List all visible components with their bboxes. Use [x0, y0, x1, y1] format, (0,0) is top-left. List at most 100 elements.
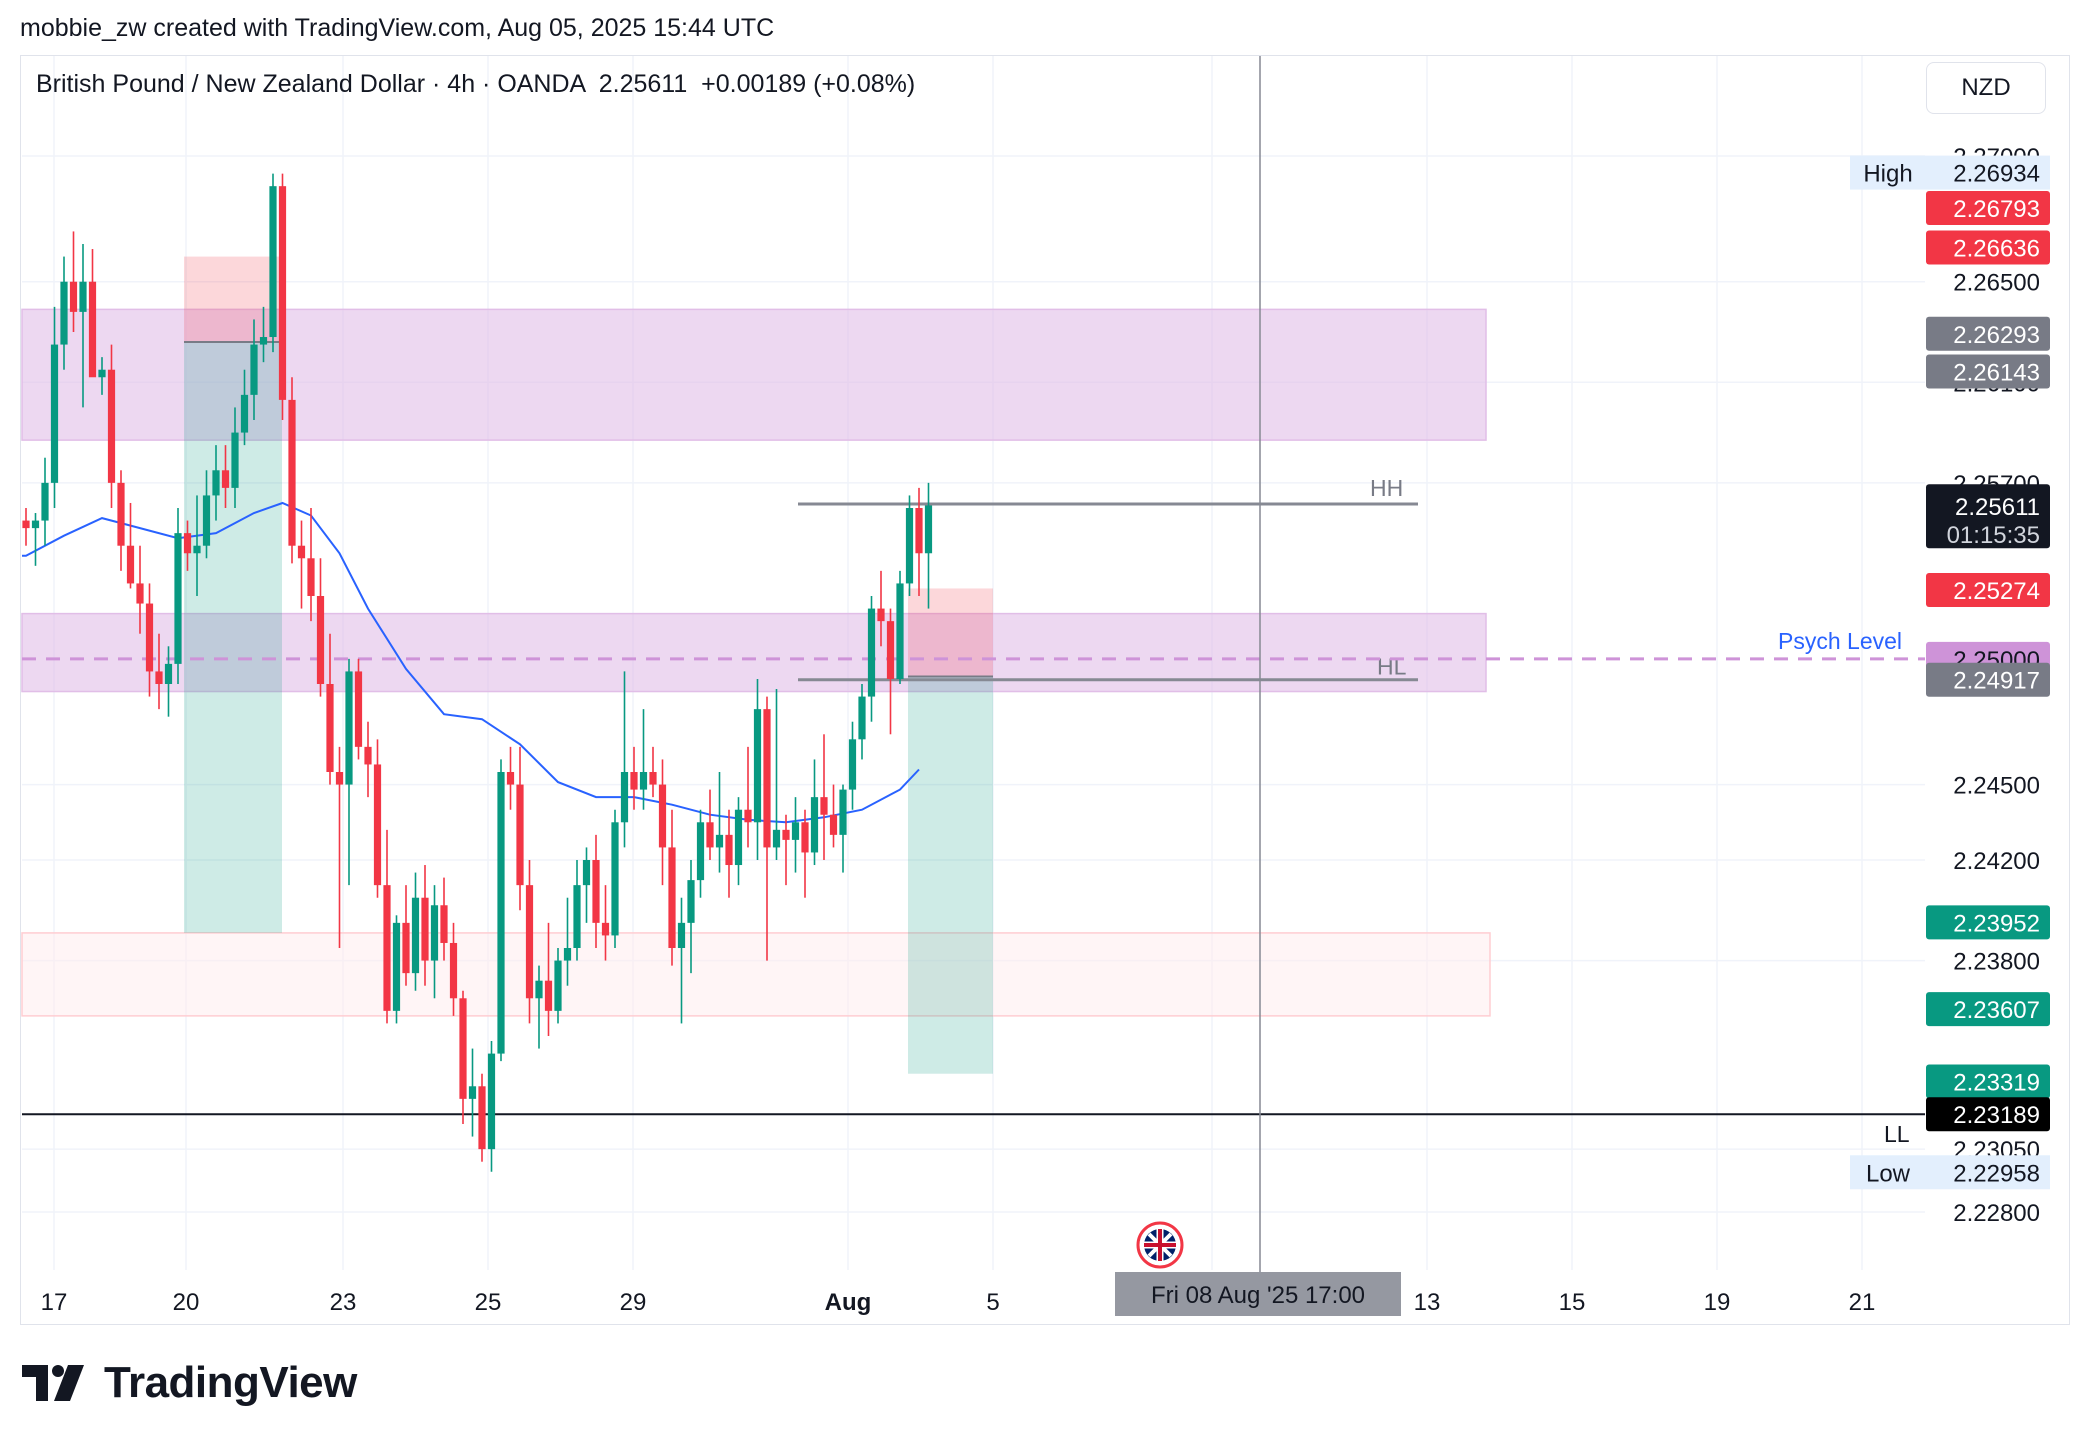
- candle-31[interactable]: [317, 558, 324, 696]
- candle-body: [241, 395, 248, 433]
- candle-34[interactable]: [345, 659, 352, 885]
- currency-button[interactable]: NZD: [1926, 62, 2046, 114]
- candle-79[interactable]: [773, 689, 780, 860]
- candle-body: [431, 905, 438, 960]
- candle-58[interactable]: [573, 860, 580, 961]
- candle-78[interactable]: [763, 697, 770, 961]
- candle-body: [782, 830, 789, 840]
- candle-39[interactable]: [393, 915, 400, 1023]
- candle-37[interactable]: [374, 739, 381, 897]
- candle-2[interactable]: [41, 458, 48, 546]
- candle-16[interactable]: [174, 508, 181, 684]
- candle-28[interactable]: [288, 377, 295, 563]
- candle-76[interactable]: [744, 747, 751, 848]
- tradingview-logo[interactable]: TradingView: [22, 1358, 357, 1408]
- candle-87[interactable]: [849, 722, 856, 810]
- candle-72[interactable]: [706, 790, 713, 860]
- candle-body: [117, 483, 124, 546]
- candle-92[interactable]: [896, 571, 903, 684]
- candle-75[interactable]: [735, 797, 742, 885]
- candle-33[interactable]: [336, 747, 343, 948]
- price-label-2.26143: 2.26143: [1926, 354, 2050, 388]
- candle-body: [22, 521, 29, 529]
- candle-65[interactable]: [640, 709, 647, 810]
- candle-body: [497, 772, 504, 1054]
- candle-body: [440, 905, 447, 943]
- candle-body: [326, 684, 333, 772]
- candle-82[interactable]: [801, 810, 808, 898]
- candle-body: [592, 860, 599, 923]
- price-label-2.24917: 2.24917: [1926, 663, 2050, 697]
- candle-46[interactable]: [459, 991, 466, 1124]
- candle-body: [896, 583, 903, 679]
- candle-88[interactable]: [858, 684, 865, 759]
- candle-26[interactable]: [269, 174, 276, 353]
- candle-74[interactable]: [725, 810, 732, 898]
- candle-50[interactable]: [497, 759, 504, 1061]
- candle-81[interactable]: [792, 797, 799, 872]
- candle-63[interactable]: [621, 671, 628, 847]
- candle-80[interactable]: [782, 815, 789, 885]
- candle-29[interactable]: [298, 521, 305, 609]
- candle-48[interactable]: [478, 1074, 485, 1162]
- candle-49[interactable]: [488, 1041, 495, 1172]
- candle-68[interactable]: [668, 810, 675, 966]
- demand-zone[interactable]: [22, 933, 1490, 1016]
- candle-38[interactable]: [383, 830, 390, 1024]
- candle-67[interactable]: [659, 759, 666, 885]
- candle-62[interactable]: [611, 810, 618, 948]
- candle-body: [469, 1086, 476, 1099]
- long-position-2-stop[interactable]: [908, 588, 993, 676]
- candle-51[interactable]: [507, 747, 514, 810]
- candle-27[interactable]: [279, 174, 286, 420]
- long-position-1-stop[interactable]: [184, 257, 282, 342]
- candle-64[interactable]: [630, 747, 637, 810]
- long-position-2-target[interactable]: [908, 676, 993, 1073]
- candle-body: [127, 546, 134, 584]
- candle-89[interactable]: [868, 596, 875, 722]
- price-label-2.26793: 2.26793: [1926, 191, 2050, 225]
- candle-1[interactable]: [32, 513, 39, 566]
- candle-body: [659, 785, 666, 848]
- candle-36[interactable]: [364, 722, 371, 797]
- candle-body: [155, 671, 162, 684]
- candle-47[interactable]: [469, 1049, 476, 1137]
- candle-10[interactable]: [117, 470, 124, 571]
- candle-body: [611, 822, 618, 935]
- candle-body: [583, 860, 590, 885]
- candle-11[interactable]: [127, 503, 134, 588]
- candle-83[interactable]: [811, 759, 818, 865]
- candle-93[interactable]: [906, 495, 913, 596]
- long-position-1-target[interactable]: [184, 342, 282, 933]
- candle-77[interactable]: [754, 679, 761, 860]
- candle-body: [849, 739, 856, 789]
- candle-40[interactable]: [402, 885, 409, 986]
- candle-35[interactable]: [355, 659, 362, 760]
- candle-0[interactable]: [22, 508, 29, 546]
- candle-body: [288, 400, 295, 546]
- candle-91[interactable]: [887, 609, 894, 735]
- candle-41[interactable]: [412, 873, 419, 991]
- candle-body: [478, 1086, 485, 1149]
- candle-body: [279, 186, 286, 400]
- candle-body: [70, 282, 77, 312]
- candle-71[interactable]: [697, 810, 704, 898]
- candle-body: [89, 282, 96, 378]
- candle-73[interactable]: [716, 772, 723, 873]
- x-tick-3: 25: [475, 1289, 502, 1316]
- candle-body: [250, 345, 257, 395]
- candle-body: [203, 495, 210, 545]
- candle-60[interactable]: [592, 835, 599, 948]
- candle-7[interactable]: [89, 249, 96, 377]
- candle-body: [231, 433, 238, 488]
- candle-85[interactable]: [830, 785, 837, 848]
- candle-84[interactable]: [820, 734, 827, 860]
- candle-52[interactable]: [516, 747, 523, 910]
- brand-name: TradingView: [104, 1358, 357, 1408]
- candle-66[interactable]: [649, 747, 656, 797]
- candle-59[interactable]: [583, 847, 590, 922]
- candle-30[interactable]: [307, 508, 314, 621]
- candle-body: [507, 772, 514, 785]
- economic-event: [1138, 1223, 1182, 1267]
